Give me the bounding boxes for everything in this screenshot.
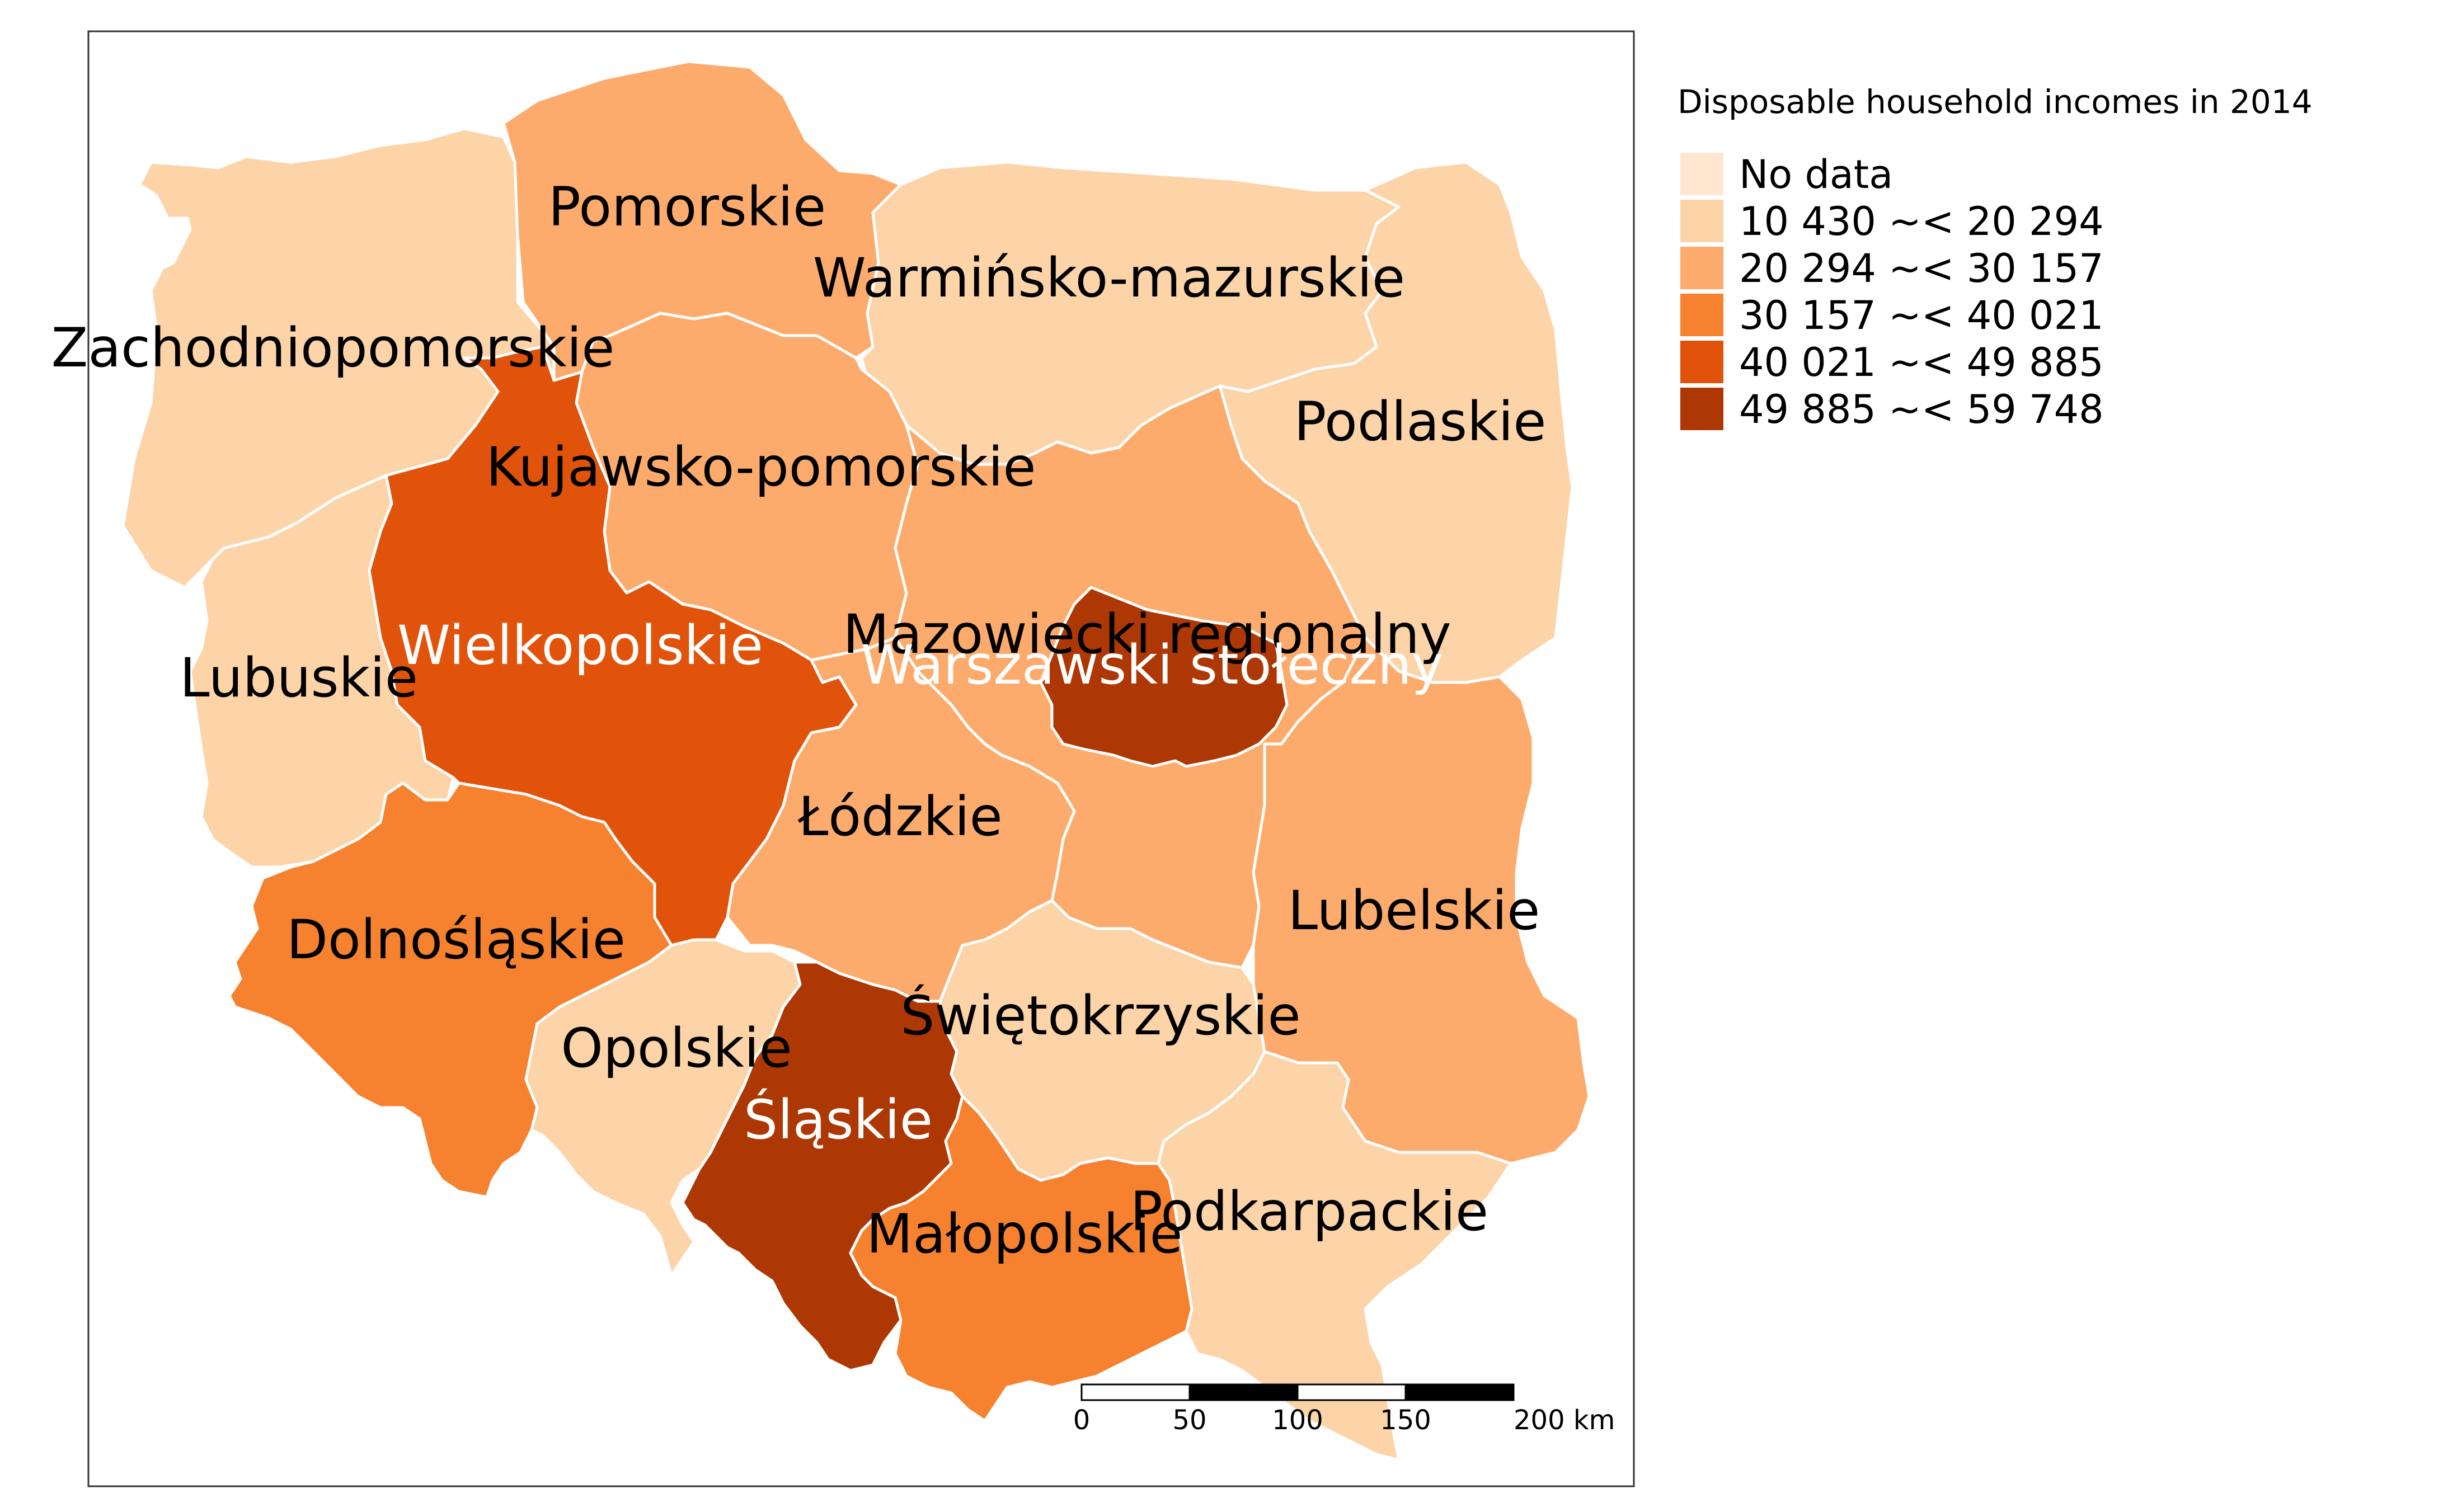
region-label-swietokrzyskie: Świętokrzyskie <box>900 984 1300 1047</box>
legend-label: 30 157 ~< 40 021 <box>1739 293 2104 338</box>
region-label-zachodniopomorskie: Zachodniopomorskie <box>51 317 615 379</box>
region-label-kujawsko: Kujawsko-pomorskie <box>486 436 1036 498</box>
legend-title: Disposable household incomes in 2014 <box>1678 83 2313 121</box>
region-opolskie[interactable] <box>524 938 802 1277</box>
region-label-lodzkie: Łódzkie <box>797 785 1002 848</box>
legend-swatch <box>1680 153 1723 195</box>
scale-tick-label: 50 <box>1172 1405 1206 1436</box>
legend-label: 10 430 ~< 20 294 <box>1739 199 2104 244</box>
scale-tick-label: 0 <box>1073 1405 1091 1436</box>
legend-swatch <box>1680 200 1723 242</box>
region-warszawski-stoleczny[interactable] <box>1039 586 1289 768</box>
scale-segment <box>1404 1383 1515 1401</box>
legend-label: 20 294 ~< 30 157 <box>1739 246 2104 291</box>
region-label-slaskie: Śląskie <box>744 1088 933 1151</box>
legend-label: 49 885 ~< 59 748 <box>1739 387 2104 432</box>
map-frame <box>87 30 1635 1487</box>
scale-tick-label: 200 km <box>1514 1405 1615 1436</box>
region-label-dolnoslaskie: Dolnośląskie <box>286 908 626 971</box>
region-label-wielkopolskie: Wielkopolskie <box>397 614 763 677</box>
legend-swatch <box>1680 388 1723 430</box>
legend-label: No data <box>1739 152 1893 197</box>
region-label-warszawski: Warszawski stołeczny <box>861 634 1443 696</box>
region-layer <box>121 60 1591 1462</box>
region-wielkopolskie[interactable] <box>368 345 858 947</box>
scale-segment <box>1188 1383 1299 1401</box>
region-label-mazowiecki: Mazowiecki regionalny <box>843 603 1451 666</box>
legend: Disposable household incomes in 2014 No … <box>1678 83 2313 432</box>
scale-segment <box>1080 1383 1191 1401</box>
region-label-lubuskie: Lubuskie <box>180 647 418 709</box>
scale-tick-label: 100 <box>1272 1405 1323 1436</box>
legend-swatch <box>1680 247 1723 289</box>
region-label-podlaskie: Podlaskie <box>1294 390 1547 453</box>
region-label-opolskie: Opolskie <box>561 1017 792 1080</box>
region-podkarpackie[interactable] <box>1157 1050 1512 1462</box>
region-dolnoslaskie[interactable] <box>228 781 673 1199</box>
legend-label: 40 021 ~< 49 885 <box>1739 340 2104 385</box>
scale-segment <box>1296 1383 1407 1401</box>
legend-swatch <box>1680 341 1723 383</box>
region-label-podkarpackie: Podkarpackie <box>1130 1180 1488 1243</box>
scale-tick-label: 150 <box>1380 1405 1431 1436</box>
scale-bar: 0 50 100 150 200 km <box>1073 1383 1615 1436</box>
region-label-layer: Zachodniopomorskie Pomorskie Warmińsko-maz… <box>51 176 1547 1265</box>
region-label-lubelskie: Lubelskie <box>1288 879 1540 942</box>
region-label-malopolskie: Małopolskie <box>866 1203 1182 1265</box>
region-label-pomorskie: Pomorskie <box>548 176 826 238</box>
legend-swatch <box>1680 294 1723 336</box>
region-label-warminsko: Warmińsko-mazurskie <box>813 247 1405 309</box>
